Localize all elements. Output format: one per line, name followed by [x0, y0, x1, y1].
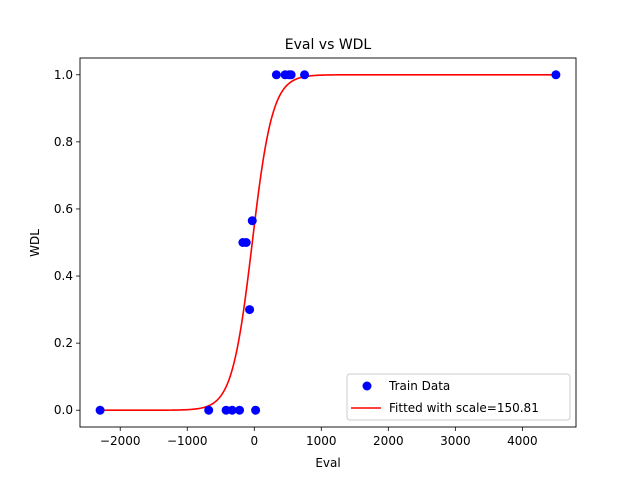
y-tick-label: 0.8 — [54, 135, 73, 149]
data-point — [271, 70, 281, 80]
y-axis: 0.0 0.2 0.4 0.6 0.8 1.0 — [54, 68, 80, 417]
y-tick-label: 0.0 — [54, 403, 73, 417]
data-point — [286, 70, 296, 80]
data-point — [251, 405, 261, 415]
legend-label-train-data: Train Data — [388, 379, 450, 393]
legend: Train Data Fitted with scale=150.81 — [346, 373, 571, 421]
x-tick-label: 0 — [250, 434, 258, 448]
legend-label-fitted-line: Fitted with scale=150.81 — [389, 401, 539, 415]
data-point — [551, 70, 561, 80]
data-point — [95, 405, 105, 415]
data-point — [300, 70, 310, 80]
x-tick-label: 4000 — [507, 434, 538, 448]
data-point — [245, 305, 255, 315]
legend-frame — [346, 373, 571, 421]
x-axis: −2000 −1000 0 1000 2000 3000 4000 — [100, 427, 538, 448]
data-point — [204, 405, 214, 415]
y-tick-label: 1.0 — [54, 68, 73, 82]
fitted-line — [100, 73, 556, 412]
x-tick-label: 3000 — [440, 434, 471, 448]
data-point — [247, 216, 257, 226]
data-point — [235, 405, 245, 415]
y-tick-label: 0.6 — [54, 202, 73, 216]
axes-frame — [79, 57, 577, 428]
x-tick-label: 1000 — [306, 434, 337, 448]
y-tick-label: 0.2 — [54, 336, 73, 350]
plot-area — [79, 57, 577, 428]
y-tick-label: 0.4 — [54, 269, 73, 283]
legend-marker-train-data — [362, 381, 372, 391]
x-tick-label: −2000 — [100, 434, 141, 448]
data-point — [227, 405, 237, 415]
chart-title: Eval vs WDL — [285, 37, 372, 53]
x-tick-label: 2000 — [373, 434, 404, 448]
y-axis-label: WDL — [28, 229, 42, 257]
x-axis-label: Eval — [315, 456, 340, 470]
data-point — [241, 238, 251, 247]
x-tick-label: −1000 — [167, 434, 208, 448]
